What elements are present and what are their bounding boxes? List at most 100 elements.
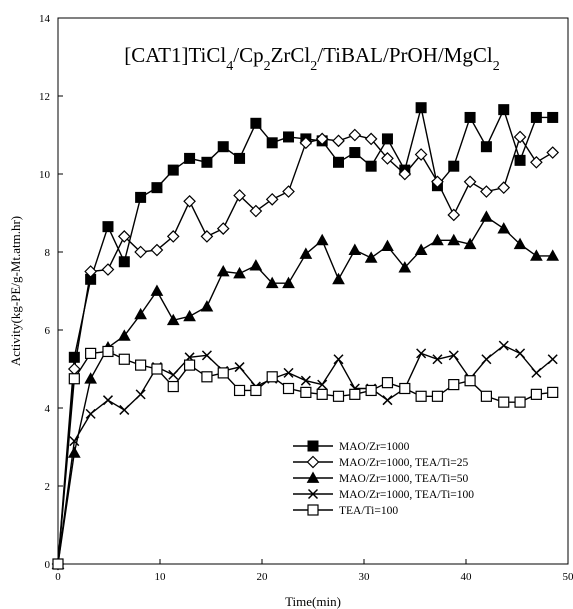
data-point — [514, 396, 526, 408]
data-point — [250, 384, 262, 397]
data-point — [448, 379, 460, 391]
data-point — [332, 390, 345, 402]
series-line — [57, 350, 553, 565]
series-line — [57, 344, 554, 565]
data-point — [265, 276, 279, 289]
data-point — [151, 363, 163, 375]
data-point — [283, 131, 295, 143]
data-point — [85, 347, 97, 359]
data-point — [481, 354, 492, 365]
data-point — [332, 134, 345, 148]
data-point — [216, 222, 230, 235]
data-point — [101, 263, 115, 276]
data-point — [497, 181, 511, 194]
y-tick-label: 12 — [39, 91, 50, 103]
data-point — [547, 386, 559, 398]
y-tick-label: 4 — [45, 403, 51, 415]
data-point — [233, 384, 246, 397]
data-point — [150, 243, 164, 257]
legend-marker — [306, 471, 320, 483]
data-point — [265, 193, 279, 206]
data-point — [364, 132, 378, 146]
legend-marker — [307, 440, 319, 452]
data-point — [332, 272, 345, 285]
data-point — [333, 156, 344, 168]
data-point — [201, 350, 212, 361]
data-point — [530, 155, 543, 169]
data-point — [415, 390, 427, 402]
x-tick-label: 0 — [55, 571, 61, 583]
data-point — [546, 249, 560, 261]
plot-area-frame — [57, 17, 569, 565]
x-tick-label: 50 — [563, 571, 573, 583]
data-point — [498, 396, 510, 408]
data-point — [266, 137, 278, 149]
data-point — [102, 395, 114, 406]
data-point — [151, 182, 163, 194]
legend-label: MAO/Zr=1000, TEA/Ti=50 — [339, 473, 469, 485]
data-point — [432, 354, 443, 365]
data-point — [85, 408, 96, 419]
legend-label: MAO/Zr=1000 — [339, 441, 410, 453]
data-point — [497, 222, 511, 234]
data-point — [283, 367, 294, 378]
data-point — [431, 233, 444, 246]
data-point — [217, 141, 229, 153]
legend: MAO/Zr=1000 MAO/Zr=1000, TEA/Ti=25 MAO/Zr=… — [293, 440, 474, 517]
data-point — [117, 230, 131, 243]
data-point — [118, 256, 130, 268]
data-point — [463, 237, 477, 250]
data-point — [217, 367, 229, 379]
data-point — [282, 276, 295, 289]
data-point — [68, 373, 80, 385]
y-tick-label: 0 — [45, 559, 51, 571]
data-point — [448, 160, 460, 172]
data-point — [183, 359, 196, 371]
data-point — [333, 354, 344, 365]
data-point — [547, 111, 559, 123]
data-point — [498, 340, 509, 351]
data-point — [84, 265, 97, 278]
data-point — [530, 249, 543, 261]
data-point — [134, 307, 147, 320]
y-tick-label: 6 — [45, 325, 51, 337]
legend-label: MAO/Zr=1000, TEA/Ti=25 — [339, 457, 469, 469]
data-point — [349, 388, 361, 400]
data-point — [249, 259, 263, 271]
data-point — [480, 210, 493, 222]
data-point — [52, 558, 64, 570]
data-point — [102, 345, 114, 358]
legend-item: MAO/Zr=1000, TEA/Ti=100 — [293, 488, 474, 501]
data-point — [431, 175, 444, 189]
legend-item: TEA/Ti=100 — [293, 504, 398, 517]
series-1 — [52, 102, 559, 570]
data-point — [530, 111, 542, 123]
data-point — [117, 329, 131, 341]
data-point — [135, 359, 147, 371]
data-point — [448, 350, 459, 361]
data-point — [398, 167, 412, 181]
legend-marker — [307, 504, 319, 516]
data-point — [447, 233, 461, 246]
x-tick-label: 20 — [257, 571, 269, 583]
data-point — [464, 375, 476, 387]
data-point — [102, 221, 114, 233]
data-point — [365, 160, 377, 172]
data-point — [299, 247, 313, 259]
data-point — [530, 388, 542, 400]
data-point — [399, 382, 411, 395]
series-3 — [51, 210, 560, 569]
data-point — [381, 239, 394, 252]
data-point — [416, 348, 427, 359]
legend-item: MAO/Zr=1000, TEA/Ti=50 — [293, 471, 469, 485]
series-line — [57, 107, 553, 565]
data-point — [348, 128, 362, 142]
y-tick-label: 2 — [45, 481, 51, 493]
data-point — [513, 237, 527, 250]
chart-title: [CAT1]TiCl4/Cp2ZrCl2/TiBAL/PrOH/MgCl2 — [124, 43, 499, 74]
y-tick-label: 8 — [45, 247, 51, 259]
series-line — [57, 134, 554, 565]
x-axis-label: Time(min) — [285, 594, 341, 609]
data-point — [300, 386, 312, 398]
